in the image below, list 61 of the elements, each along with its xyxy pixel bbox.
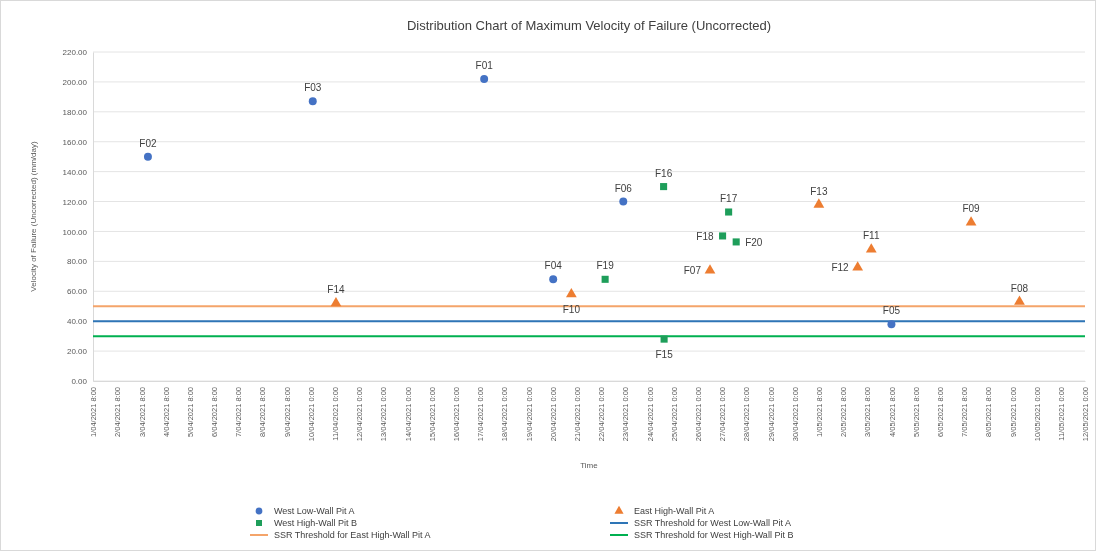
annotation: F10	[562, 304, 581, 316]
y-tick-label: 180.00	[62, 107, 88, 117]
annotation: F14	[327, 284, 346, 296]
annotation: F16	[654, 167, 673, 179]
point	[330, 297, 342, 307]
y-tick-label: 20.00	[66, 347, 88, 357]
y-axis-title: Velocity of Failure (Uncorrected) (mm/day)	[29, 141, 38, 292]
point	[480, 74, 489, 83]
point	[719, 232, 727, 240]
y-tick-label: 140.00	[62, 167, 88, 177]
point	[549, 275, 558, 284]
annotation: F01	[475, 59, 494, 71]
annotation: F12	[831, 262, 850, 274]
point	[660, 335, 668, 343]
annotation: F08	[1010, 282, 1029, 294]
legend-label: SSR Threshold for West High-Wall Pit B	[634, 530, 794, 540]
y-tick-label: 80.00	[66, 257, 88, 267]
y-tick-label: 120.00	[62, 197, 88, 207]
annotation: F17	[720, 193, 738, 205]
point	[813, 198, 825, 208]
legend-label: West High-Wall Pit B	[274, 518, 358, 528]
point	[660, 183, 668, 191]
annotation: F04	[544, 260, 563, 272]
point	[143, 152, 152, 161]
annotation: F06	[614, 182, 633, 194]
annotation: F09	[962, 203, 981, 215]
point	[852, 261, 864, 271]
y-tick-label: 200.00	[62, 77, 88, 87]
annotation: F18	[696, 230, 715, 242]
annotation: F02	[139, 137, 157, 149]
y-tick-label: 0.00	[71, 377, 88, 387]
annotation: F19	[596, 260, 615, 272]
annotation: F11	[863, 230, 880, 242]
y-tick-label: 220.00	[62, 48, 88, 58]
point	[865, 243, 877, 253]
legend-label: SSR Threshold for West Low-Wall Pit A	[634, 518, 791, 528]
chart-title: Distribution Chart of Maximum Velocity of Failure (Uncorrected)	[406, 18, 772, 33]
point	[887, 320, 896, 329]
point	[308, 97, 317, 106]
y-tick-label: 60.00	[66, 287, 88, 297]
point	[1014, 295, 1025, 305]
point	[732, 238, 740, 246]
annotation: F03	[304, 82, 322, 94]
point	[619, 197, 628, 206]
x-axis-title: Time	[580, 461, 599, 470]
point	[565, 288, 577, 298]
y-tick-label: 160.00	[62, 137, 88, 147]
annotation: F20	[745, 236, 763, 248]
point	[704, 264, 716, 274]
point	[725, 208, 733, 216]
point	[601, 275, 609, 283]
point	[965, 216, 977, 226]
legend-label: SSR Threshold for East High-Wall Pit A	[274, 530, 431, 540]
y-tick-label: 40.00	[66, 317, 88, 327]
annotation: F07	[683, 265, 702, 277]
annotation: F05	[882, 305, 901, 317]
legend-label: East High-Wall Pit A	[634, 506, 715, 516]
annotation: F13	[810, 185, 828, 197]
annotation: F15	[655, 349, 674, 361]
legend-label: West Low-Wall Pit A	[274, 506, 355, 516]
y-tick-label: 100.00	[62, 227, 88, 237]
